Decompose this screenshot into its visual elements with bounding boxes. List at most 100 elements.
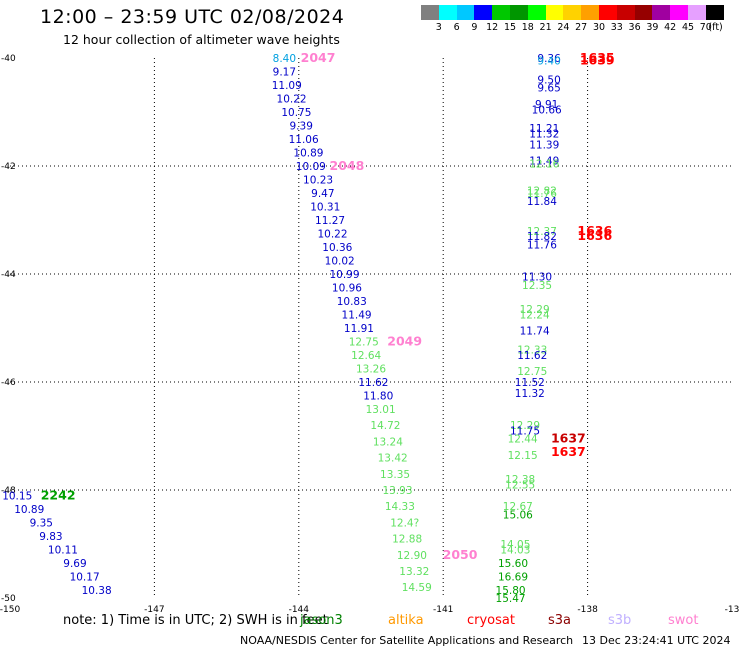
pass-time-label: 1637 (551, 444, 586, 459)
wave-height-label: 10.31 (310, 202, 340, 214)
wave-height-label: 12.55 (505, 480, 535, 492)
wave-height-color-scale (421, 5, 724, 20)
wave-height-label: 13.01 (366, 404, 396, 416)
wave-height-label: 13.35 (380, 469, 410, 481)
legend-swatch (509, 5, 528, 20)
wave-height-label: 10.22 (277, 94, 307, 106)
pass-time-label: 2047 (301, 50, 336, 65)
wave-height-label: 10.11 (48, 544, 78, 556)
wave-height-label: 12.75 (349, 337, 379, 349)
legend-label: 33 (610, 22, 623, 33)
wave-height-label: 12.35 (522, 280, 552, 292)
wave-height-label: 11.76 (527, 188, 557, 200)
legend-swatch (438, 5, 457, 20)
wave-height-label: 11.30 (522, 272, 552, 284)
lat-tick-label: -42 (1, 162, 16, 172)
wave-height-label: 11.76 (527, 239, 557, 251)
pass-time-label: 2048 (330, 158, 365, 173)
lon-tick-label: -147 (144, 605, 164, 615)
lon-tick-label: -13 (725, 605, 740, 615)
legend-swatch (598, 5, 617, 20)
wave-height-label: 11.75 (510, 426, 540, 438)
satellite-name: altika (388, 613, 424, 628)
legend-swatch (634, 5, 653, 20)
legend-swatch (456, 5, 475, 20)
wave-height-label: 11.74 (520, 326, 550, 338)
wave-height-label: 12.67 (503, 501, 533, 513)
wave-height-label: 12.37 (527, 226, 557, 238)
legend-label: 6 (453, 22, 460, 33)
footer-credit: NOAA/NESDIS Center for Satellite Applica… (240, 634, 574, 647)
legend-swatch (581, 5, 599, 20)
wave-height-label: 9.35 (30, 517, 53, 529)
legend-swatch (527, 5, 546, 20)
lat-tick-label: -46 (1, 378, 16, 388)
wave-height-label: 12.16 (529, 158, 559, 170)
wave-height-label: 9.83 (39, 531, 62, 543)
wave-height-label: 12.15 (508, 450, 538, 462)
pass-time-label: 1637 (551, 431, 586, 446)
wave-height-label: 10.36 (322, 242, 352, 254)
map-subtitle: 12 hour collection of altimeter wave hei… (63, 32, 340, 47)
legend-swatch (705, 5, 724, 20)
wave-height-label: 10.66 (532, 104, 562, 116)
wave-height-label: 11.80 (363, 391, 393, 403)
wave-height-label: 11.27 (315, 215, 345, 227)
wave-height-label: 10.23 (303, 175, 333, 187)
pass-time-label: 1635 (580, 50, 615, 65)
wave-height-label: 9.65 (537, 83, 560, 95)
satellite-name: swot (668, 613, 699, 628)
wave-height-label: 15.47 (496, 593, 526, 605)
lat-tick-label: -44 (1, 270, 16, 280)
pass-time-label: 2242 (41, 487, 76, 502)
wave-height-label: 9.47 (311, 188, 334, 200)
wave-height-label: 10.96 (332, 283, 362, 295)
lat-tick-label: -48 (1, 486, 16, 496)
wave-height-label: 11.82 (527, 231, 557, 243)
pass-time-label: 1636 (577, 223, 612, 238)
footer-timestamp: 13 Dec 23:24:41 UTC 2024 (582, 634, 731, 647)
satellite-name: cryosat (467, 613, 515, 628)
map-title: 12:00 – 23:59 UTC 02/08/2024 (40, 6, 345, 28)
wave-height-label: 10.17 (70, 571, 100, 583)
wave-height-label: 9.17 (273, 67, 296, 79)
legend-label: (ft) (708, 22, 723, 33)
legend-label: 70 (699, 22, 712, 33)
legend-label: 27 (575, 22, 588, 33)
legend-label: 9 (471, 22, 478, 33)
legend-swatch (421, 5, 439, 20)
lon-tick-label: -138 (577, 605, 598, 615)
wave-height-label: 16.69 (498, 571, 528, 583)
wave-height-label: 12.82 (527, 185, 557, 197)
legend-label: 45 (681, 22, 695, 33)
wave-height-label: 10.75 (281, 107, 311, 119)
legend-swatch (616, 5, 635, 20)
wave-height-label: 12.90 (397, 550, 427, 562)
wave-height-label: 10.89 (293, 148, 323, 160)
wave-height-label: 10.89 (14, 504, 44, 516)
wave-height-label: 9.50 (537, 75, 560, 87)
wave-height-label: 8.40 (273, 53, 296, 65)
wave-height-label: 11.49 (342, 310, 372, 322)
satellite-name: s3b (608, 613, 632, 628)
wave-height-label: 11.62 (517, 350, 547, 362)
legend-label: 12 (486, 22, 499, 33)
wave-height-label: 11.49 (529, 156, 559, 168)
lon-tick-label: -141 (433, 605, 453, 615)
wave-height-label: 10.38 (82, 585, 112, 597)
wave-height-label: 9.39 (290, 121, 313, 133)
wave-height-label: 13.24 (373, 436, 403, 448)
wave-height-scale-labels: 3 6 9 12 15 18 21 24 27 30 33 36 39 42 45 70 (ft) (421, 22, 740, 34)
legend-label: 18 (521, 22, 534, 33)
wave-height-label: 9.91 (535, 99, 558, 111)
lat-tick-label: -50 (1, 594, 16, 604)
wave-height-label: 11.06 (289, 134, 319, 146)
wave-height-label: 9.69 (63, 558, 86, 570)
wave-height-label: 11.91 (344, 323, 374, 335)
legend-swatch (545, 5, 564, 20)
legend-label: 42 (664, 22, 677, 33)
wave-height-label: 13.26 (356, 364, 386, 376)
wave-height-label: 10.99 (329, 269, 359, 281)
wave-height-label: 12.38 (505, 474, 535, 486)
